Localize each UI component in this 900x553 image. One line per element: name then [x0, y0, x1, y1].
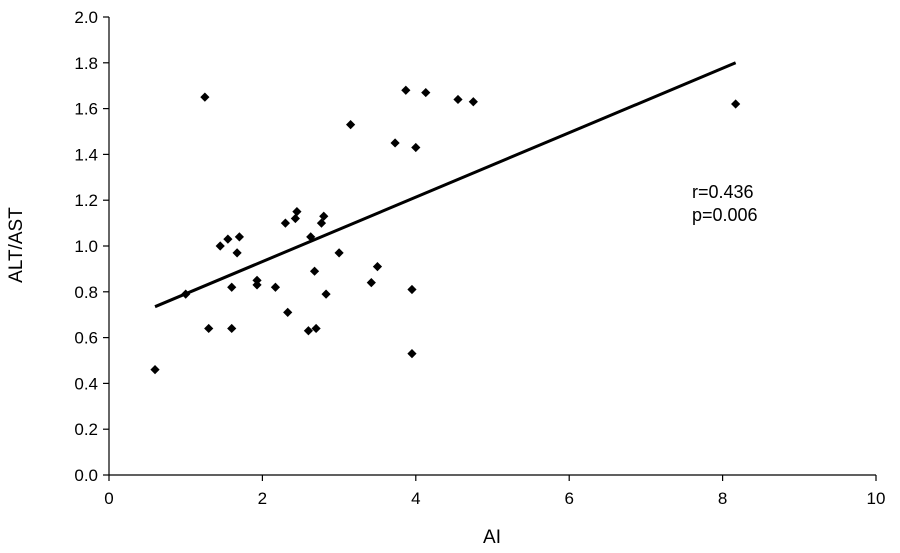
- data-point: [234, 232, 244, 242]
- data-point: [150, 365, 160, 375]
- data-point: [453, 94, 463, 105]
- data-point: [306, 232, 316, 242]
- y-tick-label: 1.6: [74, 100, 98, 119]
- data-point: [232, 248, 242, 258]
- data-point: [372, 262, 383, 272]
- x-axis: 0 2 4 6 8 10: [104, 474, 886, 508]
- data-point: [390, 138, 400, 148]
- y-tick-label: 0.8: [74, 283, 98, 302]
- correlation-annotation: r=0.436: [692, 182, 754, 202]
- data-point: [292, 207, 302, 217]
- y-tick-label: 1.2: [74, 191, 98, 210]
- points-layer: [150, 85, 741, 375]
- y-tick-label: 0.2: [74, 420, 98, 439]
- data-point: [311, 323, 321, 334]
- x-tick-label: 2: [258, 489, 267, 508]
- y-axis: 0.0 0.2 0.4 0.6 0.8 1.0 1.2 1.4 1.6 1.8 2.0: [74, 8, 110, 485]
- data-point: [283, 307, 293, 318]
- y-tick-label: 0.0: [74, 466, 98, 485]
- y-tick-label: 1.0: [74, 237, 98, 256]
- data-point: [407, 284, 417, 295]
- data-point: [227, 282, 237, 292]
- data-point: [309, 266, 320, 276]
- data-point: [215, 241, 225, 251]
- data-point: [321, 289, 331, 299]
- data-point: [223, 234, 233, 244]
- x-axis-title: AI: [483, 527, 501, 548]
- data-point: [252, 275, 262, 285]
- data-point: [468, 97, 478, 107]
- trendline-layer: [154, 61, 737, 309]
- y-axis-title: ALT/AST: [6, 207, 27, 283]
- data-point: [227, 323, 237, 334]
- data-point: [346, 120, 356, 130]
- data-point: [366, 278, 376, 288]
- x-tick-label: 10: [867, 489, 886, 508]
- data-point: [334, 248, 344, 258]
- data-point: [181, 289, 191, 299]
- x-tick-label: 8: [718, 489, 727, 508]
- x-tick-label: 6: [564, 489, 573, 508]
- data-point: [407, 349, 417, 359]
- data-point: [280, 218, 291, 228]
- y-tick-label: 0.4: [74, 374, 98, 393]
- data-point: [401, 85, 411, 95]
- data-point: [303, 326, 314, 336]
- data-point: [290, 213, 300, 224]
- regression-line: [154, 61, 737, 309]
- data-point: [411, 142, 421, 153]
- data-point: [200, 92, 210, 102]
- p-value-annotation: p=0.006: [692, 205, 758, 225]
- data-point: [270, 282, 281, 292]
- x-tick-label: 0: [104, 489, 113, 508]
- data-point: [731, 99, 741, 109]
- y-tick-label: 1.8: [74, 54, 98, 73]
- y-tick-label: 0.6: [74, 329, 98, 348]
- data-point: [421, 87, 431, 98]
- x-tick-label: 4: [411, 489, 420, 508]
- data-point: [319, 211, 329, 221]
- data-point: [204, 323, 214, 334]
- y-tick-label: 2.0: [74, 8, 98, 27]
- y-tick-label: 1.4: [74, 145, 98, 164]
